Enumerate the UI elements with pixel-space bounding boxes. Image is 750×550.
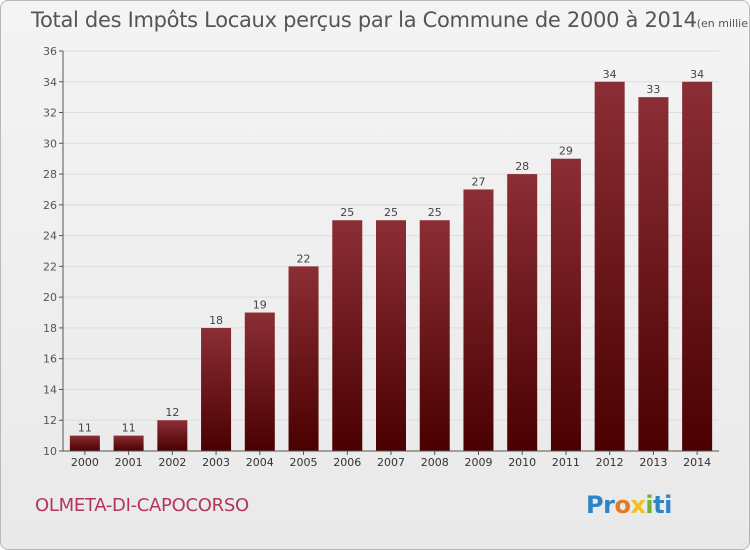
x-tick-label: 2007 <box>377 456 405 469</box>
x-tick-label: 2011 <box>552 456 580 469</box>
commune-name: OLMETA-DI-CAPOCORSO <box>35 495 249 516</box>
x-tick-label: 2004 <box>246 456 274 469</box>
data-label: 25 <box>340 206 354 219</box>
data-label: 29 <box>559 145 573 158</box>
y-tick-label: 36 <box>43 45 57 58</box>
bar <box>201 327 232 451</box>
logo-part-1: Pr <box>586 491 615 519</box>
x-tick-label: 2013 <box>639 456 667 469</box>
y-tick-label: 18 <box>43 322 57 335</box>
bar <box>682 81 713 452</box>
bar <box>113 435 144 451</box>
bar <box>157 420 188 451</box>
x-tick-label: 2012 <box>596 456 624 469</box>
x-tick-label: 2005 <box>290 456 318 469</box>
data-label: 27 <box>471 175 485 188</box>
y-tick-label: 22 <box>43 260 57 273</box>
bar <box>376 220 406 451</box>
x-tick-label: 2010 <box>508 456 536 469</box>
x-tick-label: 2000 <box>71 456 99 469</box>
x-tick-label: 2014 <box>683 456 711 469</box>
y-tick-label: 30 <box>43 137 57 150</box>
y-tick-label: 12 <box>43 414 57 427</box>
logo-part-4: i <box>645 491 654 519</box>
bar <box>244 312 275 451</box>
bar <box>332 220 363 451</box>
chart-title-unit: (en milliers d'€) <box>696 17 749 30</box>
data-label: 25 <box>428 206 442 219</box>
x-tick-label: 2009 <box>464 456 492 469</box>
data-label: 11 <box>122 422 136 435</box>
y-tick-label: 32 <box>43 107 57 120</box>
data-label: 34 <box>690 68 704 81</box>
data-label: 25 <box>384 206 398 219</box>
x-tick-label: 2002 <box>158 456 186 469</box>
bar <box>638 97 669 452</box>
chart-title: Total des Impôts Locaux perçus par la Co… <box>31 8 749 32</box>
bar <box>419 220 450 451</box>
x-tick-label: 2003 <box>202 456 230 469</box>
logo-part-2: o <box>614 491 631 519</box>
proxiti-logo: Proxiti <box>586 491 672 519</box>
data-label: 34 <box>603 68 617 81</box>
data-label: 19 <box>253 299 267 312</box>
bar <box>288 266 319 451</box>
y-tick-label: 24 <box>43 230 57 243</box>
y-tick-label: 16 <box>43 353 57 366</box>
x-tick-label: 2008 <box>421 456 449 469</box>
y-tick-label: 34 <box>43 76 57 89</box>
data-label: 12 <box>165 406 179 419</box>
y-tick-label: 20 <box>43 291 57 304</box>
y-tick-label: 14 <box>43 383 57 396</box>
logo-part-5: ti <box>653 491 672 519</box>
bar <box>507 174 538 452</box>
bar <box>463 189 494 451</box>
logo-part-3: x <box>630 491 646 519</box>
chart-title-text: Total des Impôts Locaux perçus par la Co… <box>31 8 697 32</box>
x-tick-label: 2006 <box>333 456 361 469</box>
x-tick-label: 2001 <box>115 456 143 469</box>
data-label: 28 <box>515 160 529 173</box>
data-label: 18 <box>209 314 223 327</box>
bar <box>594 81 625 452</box>
y-tick-label: 26 <box>43 199 57 212</box>
data-label: 33 <box>646 83 660 96</box>
bar <box>550 158 581 451</box>
bar <box>69 435 100 451</box>
data-label: 11 <box>78 422 92 435</box>
y-tick-label: 10 <box>43 445 57 458</box>
y-tick-label: 28 <box>43 168 57 181</box>
data-label: 22 <box>297 252 311 265</box>
